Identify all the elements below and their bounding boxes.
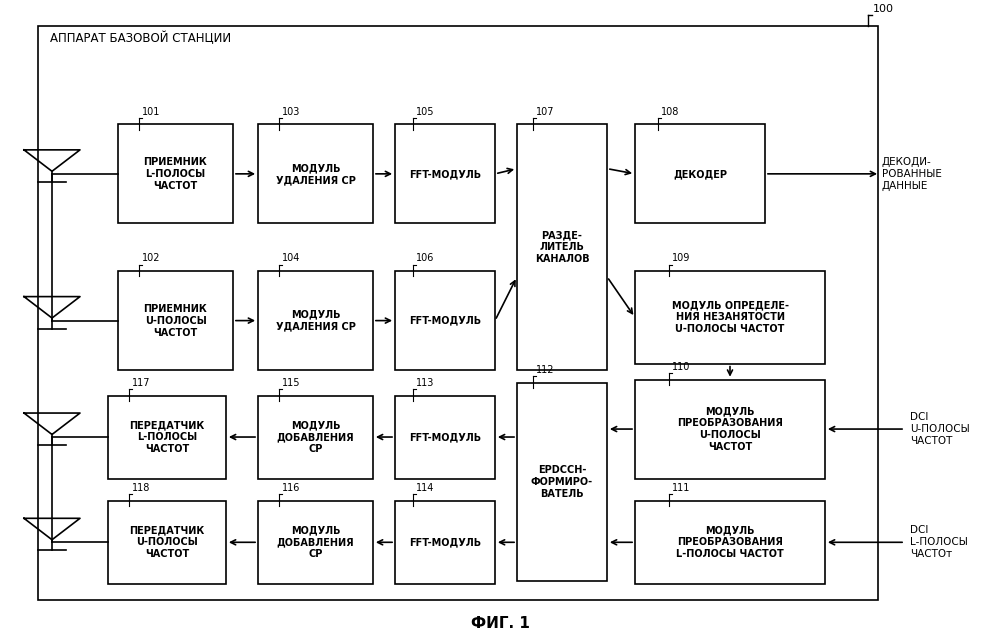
Text: ФИГ. 1: ФИГ. 1 (471, 616, 529, 632)
Text: 107: 107 (536, 107, 555, 117)
Text: 108: 108 (661, 107, 680, 117)
Text: ПЕРЕДАТЧИК
U-ПОЛОСЫ
ЧАСТОТ: ПЕРЕДАТЧИК U-ПОЛОСЫ ЧАСТОТ (129, 525, 205, 560)
Text: FFT-МОДУЛЬ: FFT-МОДУЛЬ (409, 316, 481, 325)
Text: 117: 117 (132, 378, 151, 388)
Text: 106: 106 (416, 253, 434, 263)
Text: 112: 112 (536, 365, 555, 375)
Text: DCI
L-ПОЛОСЫ
ЧАСТОт: DCI L-ПОЛОСЫ ЧАСТОт (910, 525, 968, 560)
Bar (635, 380, 825, 478)
Bar (118, 271, 233, 370)
Bar (395, 501, 495, 584)
Bar (517, 383, 607, 581)
Text: 115: 115 (282, 378, 300, 388)
Text: FFT-МОДУЛЬ: FFT-МОДУЛЬ (409, 432, 481, 442)
Bar (258, 501, 373, 584)
Bar (38, 26, 878, 600)
Text: 110: 110 (672, 362, 691, 372)
Text: ДЕКОДИ-
РОВАННЫЕ
ДАННЫЕ: ДЕКОДИ- РОВАННЫЕ ДАННЫЕ (882, 157, 942, 191)
Text: 118: 118 (132, 483, 151, 493)
Text: МОДУЛЬ
УДАЛЕНИЯ СР: МОДУЛЬ УДАЛЕНИЯ СР (276, 309, 355, 332)
Text: 101: 101 (142, 107, 160, 117)
Text: FFT-МОДУЛЬ: FFT-МОДУЛЬ (409, 169, 481, 179)
Text: ПРИЕМНИК
U-ПОЛОСЫ
ЧАСТОТ: ПРИЕМНИК U-ПОЛОСЫ ЧАСТОТ (144, 304, 207, 338)
Text: РАЗДЕ-
ЛИТЕЛЬ
КАНАЛОВ: РАЗДЕ- ЛИТЕЛЬ КАНАЛОВ (535, 230, 589, 264)
Text: МОДУЛЬ
УДАЛЕНИЯ СР: МОДУЛЬ УДАЛЕНИЯ СР (276, 163, 355, 185)
Text: DCI
U-ПОЛОСЫ
ЧАСТОТ: DCI U-ПОЛОСЫ ЧАСТОТ (910, 412, 970, 446)
Text: МОДУЛЬ
ДОБАВЛЕНИЯ
СР: МОДУЛЬ ДОБАВЛЕНИЯ СР (277, 420, 354, 454)
Bar (108, 501, 226, 584)
Text: 102: 102 (142, 253, 160, 263)
Bar (258, 271, 373, 370)
Bar (108, 396, 226, 478)
Text: 105: 105 (416, 107, 435, 117)
Bar (395, 271, 495, 370)
Bar (258, 124, 373, 223)
Bar (395, 396, 495, 478)
Bar (258, 396, 373, 478)
Bar (635, 124, 765, 223)
Bar (517, 124, 607, 370)
Text: ПЕРЕДАТЧИК
L-ПОЛОСЫ
ЧАСТОТ: ПЕРЕДАТЧИК L-ПОЛОСЫ ЧАСТОТ (129, 420, 205, 454)
Text: 111: 111 (672, 483, 691, 493)
Text: МОДУЛЬ
ПРЕОБРАЗОВАНИЯ
U-ПОЛОСЫ
ЧАСТОТ: МОДУЛЬ ПРЕОБРАЗОВАНИЯ U-ПОЛОСЫ ЧАСТОТ (677, 406, 783, 452)
Text: 100: 100 (873, 4, 894, 14)
Bar (635, 501, 825, 584)
Text: АППАРАТ БАЗОВОЙ СТАНЦИИ: АППАРАТ БАЗОВОЙ СТАНЦИИ (50, 32, 231, 45)
Text: 113: 113 (416, 378, 434, 388)
Text: МОДУЛЬ
ПРЕОБРАЗОВАНИЯ
L-ПОЛОСЫ ЧАСТОТ: МОДУЛЬ ПРЕОБРАЗОВАНИЯ L-ПОЛОСЫ ЧАСТОТ (676, 525, 784, 560)
Text: 104: 104 (282, 253, 300, 263)
Text: 103: 103 (282, 107, 300, 117)
Bar (635, 271, 825, 364)
Text: МОДУЛЬ
ДОБАВЛЕНИЯ
СР: МОДУЛЬ ДОБАВЛЕНИЯ СР (277, 525, 354, 560)
Text: 114: 114 (416, 483, 434, 493)
Text: ДЕКОДЕР: ДЕКОДЕР (673, 169, 727, 179)
Bar (118, 124, 233, 223)
Text: МОДУЛЬ ОПРЕДЕЛЕ-
НИЯ НЕЗАНЯТОСТИ
U-ПОЛОСЫ ЧАСТОТ: МОДУЛЬ ОПРЕДЕЛЕ- НИЯ НЕЗАНЯТОСТИ U-ПОЛОС… (672, 300, 788, 334)
Text: EPDCCH-
ФОРМИРО-
ВАТЕЛЬ: EPDCCH- ФОРМИРО- ВАТЕЛЬ (531, 464, 593, 499)
Text: FFT-МОДУЛЬ: FFT-МОДУЛЬ (409, 537, 481, 547)
Bar (395, 124, 495, 223)
Text: 116: 116 (282, 483, 300, 493)
Text: ПРИЕМНИК
L-ПОЛОСЫ
ЧАСТОТ: ПРИЕМНИК L-ПОЛОСЫ ЧАСТОТ (144, 157, 207, 191)
Text: 109: 109 (672, 253, 691, 263)
